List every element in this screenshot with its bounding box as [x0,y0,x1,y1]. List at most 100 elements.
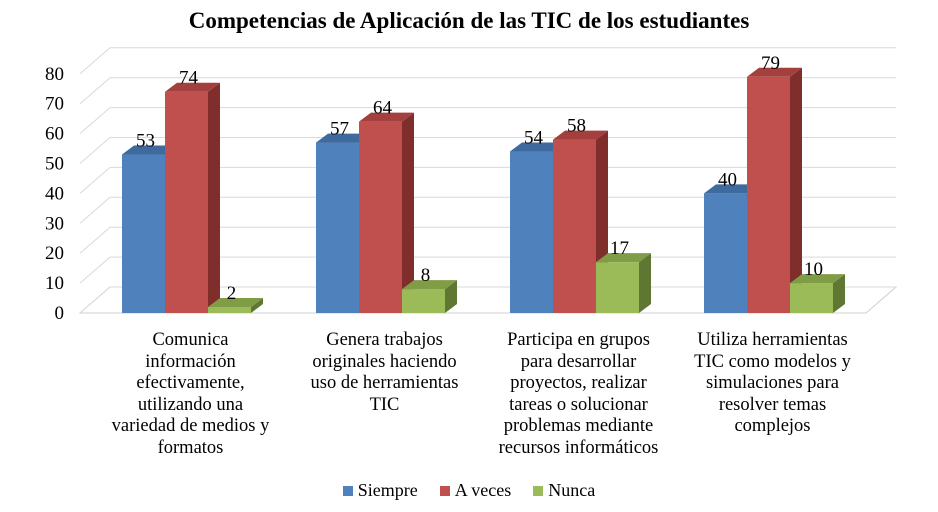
legend-item: Siempre [342,480,418,501]
x-category-label-line: resolver temas [718,394,827,415]
data-label: 10 [804,259,823,280]
x-category-label-line: formatos [157,437,224,458]
bar-top [402,280,457,290]
x-category-label-line: simulaciones para [705,373,840,393]
gridline-diagonal [79,107,111,134]
legend-item: A veces [439,480,512,501]
data-label: 8 [421,265,431,286]
legend-label: Siempre [357,480,418,500]
gridline-diagonal [79,256,111,284]
y-tick-label: 60 [45,124,64,145]
legend-swatch [533,485,544,496]
gridline-diagonal [79,167,111,194]
gridline-diagonal [79,137,111,164]
x-category-label-line: uso de herramientas [310,373,459,393]
x-category-label-line: complejos [734,416,811,436]
bar-side [208,82,220,314]
x-category-label-line: información [145,351,236,372]
bar-front [165,91,208,314]
bar [402,280,457,313]
bar-top [316,133,371,143]
x-category-label-line: utilizando una [137,394,244,415]
x-category-label-line: Utiliza herramientas [697,330,848,350]
x-category-label: Comunica información efectivamente, utiliza… [91,330,291,459]
bar [747,67,802,313]
data-label: 58 [567,116,586,137]
x-category-label-line: para desarrollar [520,351,637,372]
x-category-label-line: proyectos, realizar [510,373,647,393]
y-tick-label: 20 [45,243,64,264]
bar-side [639,253,651,313]
x-category-label-line: Comunica [152,330,229,350]
data-label: 40 [718,169,737,190]
legend-swatch [439,485,450,496]
x-category-label-line: Participa en grupos [507,330,650,350]
x-category-label-line: originales haciendo [312,351,457,372]
bar [359,112,414,313]
bar-top [704,184,759,194]
bar-front [402,289,445,313]
bar-top [122,145,177,155]
x-category-label-line: TIC como modelos y [694,351,851,372]
data-label: 64 [373,98,393,119]
data-label: 17 [610,238,629,259]
y-tick-label: 30 [45,213,64,234]
bar-front [704,193,747,313]
legend: Siempre A veces Nunca [0,480,938,501]
bar-top [747,67,802,77]
bar-front [790,283,833,313]
bar-top [359,112,414,122]
legend-item: Nunca [533,480,595,501]
legend-label: A veces [454,480,512,500]
data-label: 57 [330,119,349,140]
legend-label: Nunca [548,480,596,500]
bar-top [596,253,651,263]
bar-front [208,307,251,313]
chart-title: Competencias de Aplicación de las TIC de… [188,8,750,33]
bar-top [553,130,608,140]
x-category-label-line: recursos informáticos [498,437,659,458]
gridline-diagonal [79,196,111,224]
bar-side [790,67,802,313]
y-tick-label: 50 [45,154,64,175]
data-label: 53 [136,131,155,152]
x-category-label: Participa en grupos para desarrollar proye… [479,330,679,459]
bar-side [445,280,457,313]
bar-front [359,121,402,313]
gridline-diagonal [79,286,111,314]
bar-side [833,274,845,313]
data-label: 79 [761,53,780,74]
x-category-label-line: TIC [369,394,400,415]
x-category-label-line: variedad de medios y [111,416,270,436]
bar-side [402,112,414,313]
bar-front [747,76,790,313]
bar-side [251,298,263,313]
bar-front [553,139,596,313]
gridline-diagonal [79,77,111,105]
bar-front [316,142,359,313]
bar-top [790,274,845,284]
gridline-diagonal [79,47,111,75]
bar-top [510,142,565,152]
bar [208,298,263,313]
bar-top [165,82,220,92]
x-category-label: Genera trabajos originales haciendo uso de… [285,330,485,416]
x-category-label-line: tareas o solucionar [509,394,648,415]
bar-front [596,262,639,313]
bar-front [510,151,553,313]
bar [596,253,651,313]
bar [165,82,220,314]
bar-front [122,154,165,313]
data-label: 2 [227,283,237,304]
y-tick-label: 10 [45,273,64,294]
legend-swatch [342,485,353,496]
bar [790,274,845,313]
y-tick-label: 80 [45,64,64,85]
bar-top [208,298,263,308]
data-label: 74 [179,68,199,89]
x-category-label-line: Genera trabajos [326,330,443,350]
y-tick-label: 40 [45,183,64,204]
x-category-label-line: problemas mediante [503,416,654,436]
y-tick-label: 0 [55,303,65,324]
x-category-label: Utiliza herramientas TIC como modelos y si… [673,330,873,438]
